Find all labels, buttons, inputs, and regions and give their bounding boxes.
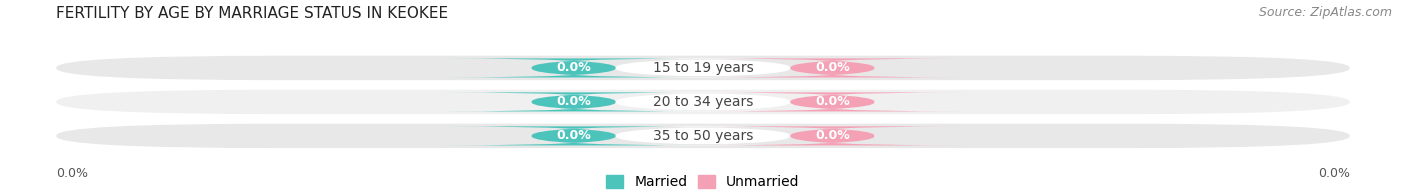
Text: 0.0%: 0.0% [815, 62, 849, 74]
FancyBboxPatch shape [441, 92, 706, 112]
FancyBboxPatch shape [616, 92, 790, 112]
Text: 0.0%: 0.0% [557, 62, 591, 74]
FancyBboxPatch shape [700, 58, 965, 77]
Text: 20 to 34 years: 20 to 34 years [652, 95, 754, 109]
Text: 0.0%: 0.0% [557, 129, 591, 142]
Legend: Married, Unmarried: Married, Unmarried [606, 175, 800, 189]
FancyBboxPatch shape [441, 126, 706, 145]
FancyBboxPatch shape [616, 126, 790, 145]
FancyBboxPatch shape [616, 58, 790, 77]
Text: 15 to 19 years: 15 to 19 years [652, 61, 754, 75]
FancyBboxPatch shape [700, 92, 965, 112]
Text: 0.0%: 0.0% [1317, 167, 1350, 180]
Text: 0.0%: 0.0% [815, 95, 849, 108]
Text: 35 to 50 years: 35 to 50 years [652, 129, 754, 143]
Text: FERTILITY BY AGE BY MARRIAGE STATUS IN KEOKEE: FERTILITY BY AGE BY MARRIAGE STATUS IN K… [56, 6, 449, 21]
FancyBboxPatch shape [56, 56, 1350, 80]
FancyBboxPatch shape [700, 126, 965, 145]
FancyBboxPatch shape [56, 90, 1350, 114]
Text: 0.0%: 0.0% [815, 129, 849, 142]
Text: 0.0%: 0.0% [557, 95, 591, 108]
Text: Source: ZipAtlas.com: Source: ZipAtlas.com [1258, 6, 1392, 19]
Text: 0.0%: 0.0% [56, 167, 89, 180]
FancyBboxPatch shape [56, 124, 1350, 148]
FancyBboxPatch shape [441, 58, 706, 77]
